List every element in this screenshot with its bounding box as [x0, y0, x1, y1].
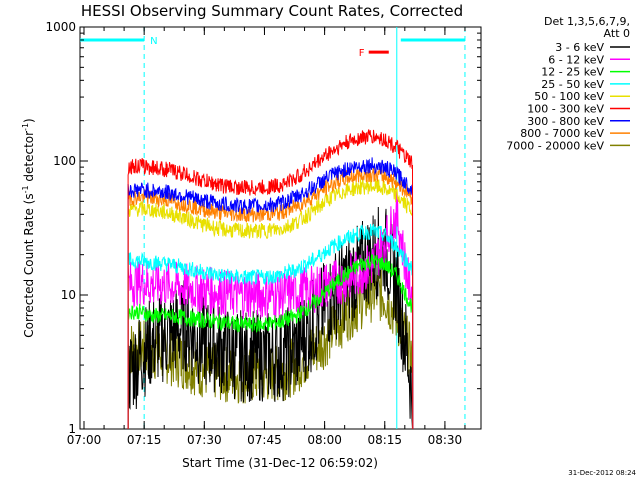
legend-label: 800 - 7000 keV: [520, 127, 604, 140]
series-line: [127, 254, 414, 430]
plot-area: [79, 26, 482, 430]
legend-label: 300 - 800 keV: [527, 115, 604, 128]
y-tick-label: 1: [68, 422, 76, 436]
series-line: [127, 157, 414, 430]
series-layer: [127, 129, 414, 430]
y-axis-label-part3: ): [22, 118, 36, 123]
x-tick-label: 07:30: [187, 433, 222, 447]
annotation-label: F: [359, 48, 365, 59]
y-axis-label: Corrected Count Rate (s-1 detector-1): [21, 118, 36, 337]
timestamp: 31-Dec-2012 08:24: [568, 469, 636, 477]
x-tick-label: 07:15: [127, 433, 162, 447]
x-tick-label: 07:45: [247, 433, 282, 447]
series-line: [127, 129, 414, 430]
legend-label: 50 - 100 keV: [534, 90, 604, 103]
annotation-label: N: [150, 36, 157, 47]
y-axis-label-part1: Corrected Count Rate (s: [22, 193, 36, 337]
series-line: [127, 206, 413, 430]
legend-header-line2: Att 0: [604, 27, 630, 40]
y-axis: 1 10 100 1000: [45, 20, 481, 436]
legend-label: 25 - 50 keV: [541, 78, 604, 91]
x-tick-label: 08:30: [428, 433, 463, 447]
y-axis-label-part2: detector: [22, 131, 36, 186]
x-tick-label: 07:00: [67, 433, 102, 447]
x-tick-label: 08:15: [367, 433, 402, 447]
y-axis-label-group: Corrected Count Rate (s-1 detector-1): [21, 118, 36, 337]
legend-label: 3 - 6 keV: [555, 41, 604, 54]
series-line: [127, 166, 414, 430]
y-tick-label: 1000: [45, 20, 76, 34]
series-line: [127, 223, 414, 430]
legend-label: 100 - 300 keV: [527, 103, 604, 116]
series-line: [127, 177, 414, 430]
y-axis-label-sup1: -1: [21, 185, 30, 193]
legend-label: 7000 - 20000 keV: [506, 139, 604, 152]
y-tick-label: 100: [53, 154, 76, 168]
legend-label: 6 - 12 keV: [548, 53, 604, 66]
y-axis-label-sup2: -1: [21, 123, 30, 131]
x-tick-label: 08:00: [307, 433, 342, 447]
x-axis: 07:00 07:15 07:30 07:45 08:00 08:15 08:30: [67, 27, 466, 447]
chart-title: HESSI Observing Summary Count Rates, Cor…: [81, 2, 463, 20]
x-axis-label: Start Time (31-Dec-12 06:59:02): [182, 456, 378, 470]
legend-header-line1: Det 1,3,5,6,7,9,: [544, 15, 630, 28]
plot-frame: [79, 26, 482, 430]
legend-label: 12 - 25 keV: [541, 66, 604, 79]
y-tick-label: 10: [61, 288, 76, 302]
